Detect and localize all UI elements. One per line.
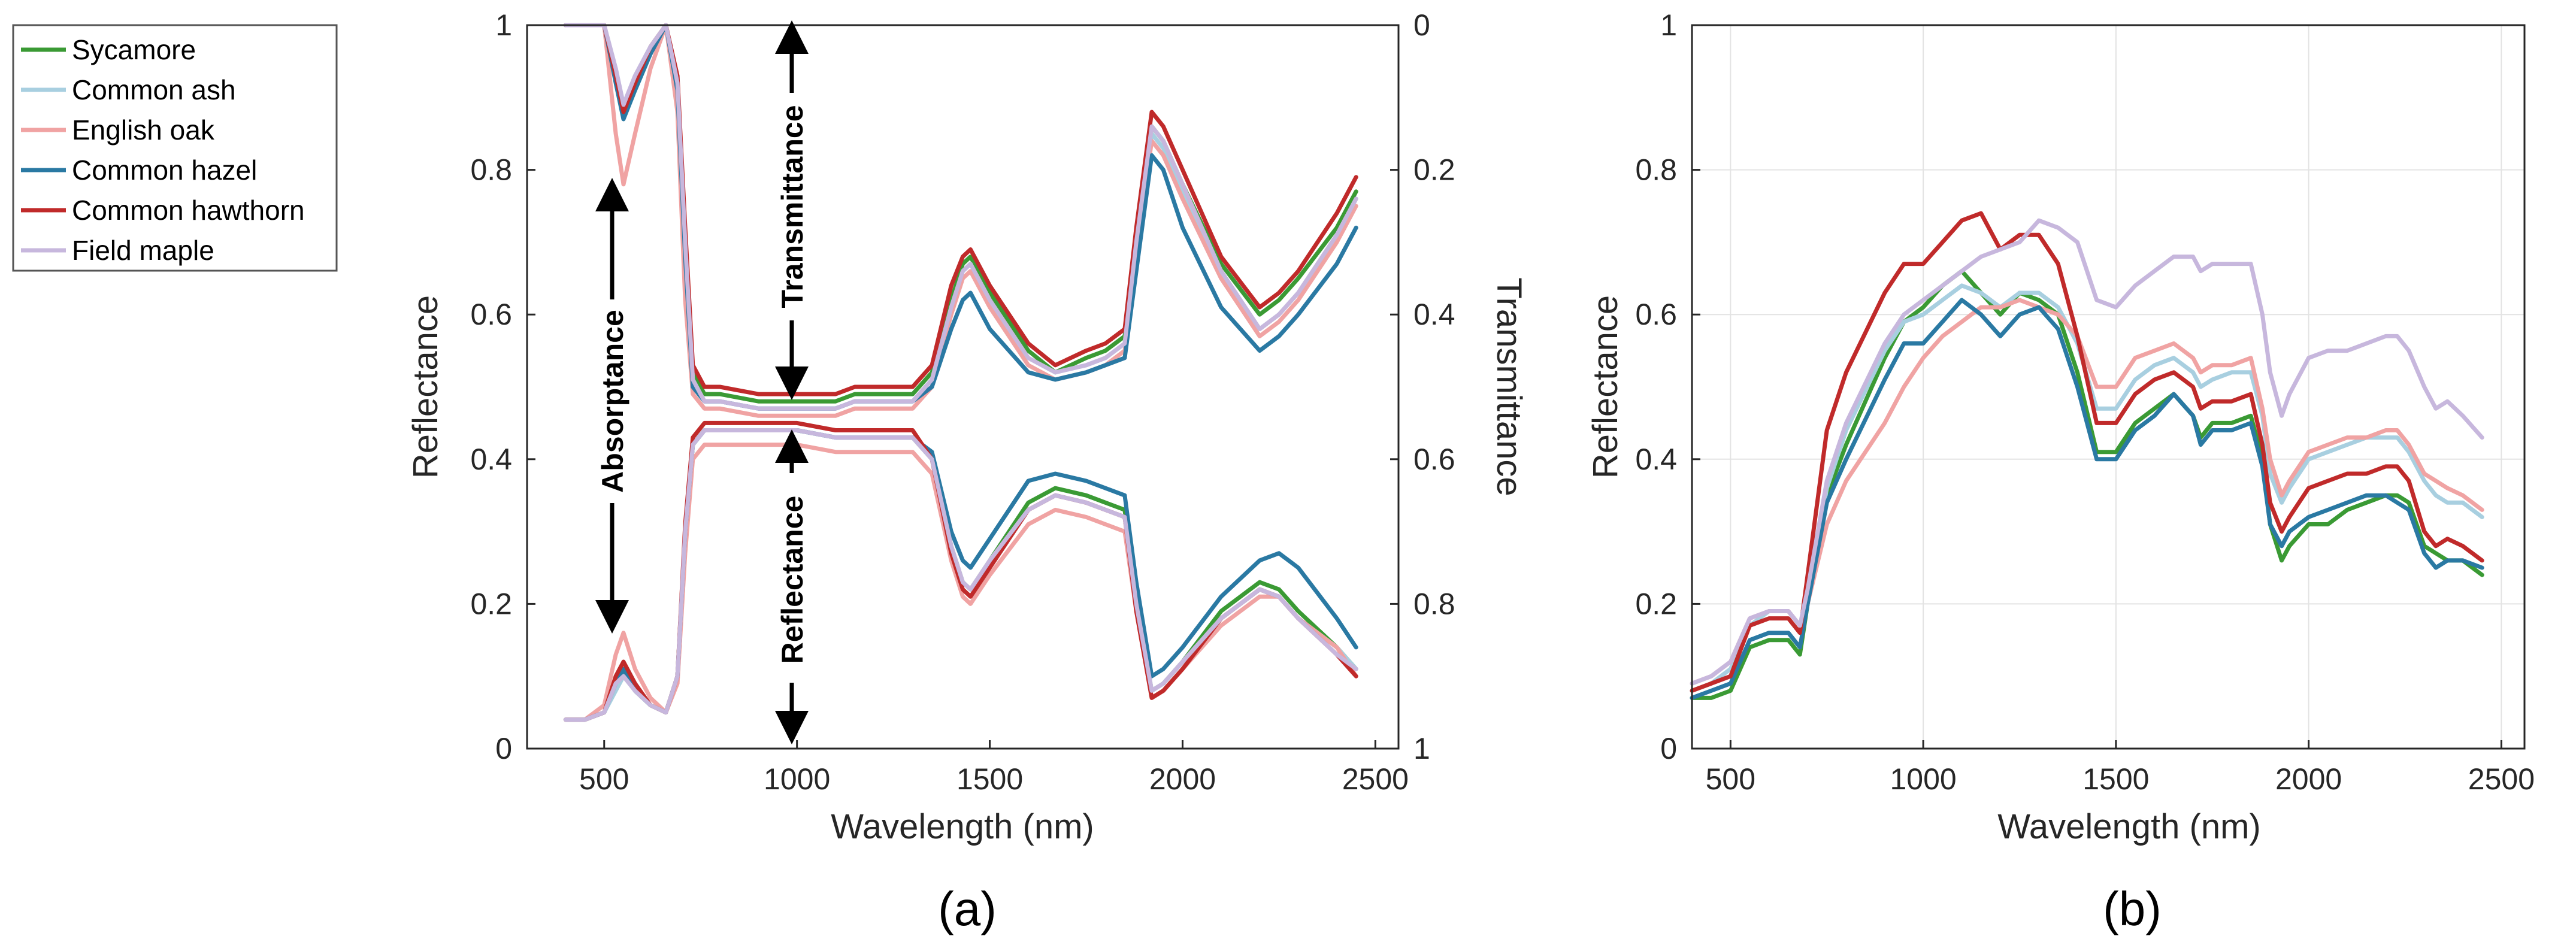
x-tick-label: 1000 [1890,762,1956,796]
y-tick-label: 1 [1660,8,1677,42]
y-right-tick-label: 0.6 [1413,443,1455,476]
chart-a-y-ticks-right: 1 0.8 0.6 0.4 0.2 0 [1390,8,1455,765]
absorptance-annotation: Absorptance [595,178,629,634]
legend-label: Common hazel [72,155,257,186]
chart-a-axes-box [526,24,1400,750]
chart-b-y-ticks: 0 0.2 0.4 0.6 0.8 1 [1635,8,1700,765]
legend-label: English oak [72,114,215,146]
y-tick-label: 0.2 [1635,587,1677,620]
y-right-tick-label: 1 [1413,732,1430,765]
chart-a-x-ticks: 500 1000 1500 2000 2500 [579,740,1409,796]
x-tick-label: 2500 [2468,762,2535,796]
y-right-tick-label: 0.4 [1413,298,1455,331]
x-tick-label: 1500 [2082,762,2149,796]
chart-a-x-axis-label: Wavelength (nm) [831,807,1094,846]
y-tick-label: 0.4 [1635,443,1677,476]
x-tick-label: 2000 [2275,762,2342,796]
x-tick-label: 2000 [1149,762,1216,796]
legend-entry: English oak [21,114,215,146]
y-right-tick-label: 0.8 [1413,587,1455,620]
legend-label: Common hawthorn [72,195,305,226]
legend-label: Sycamore [72,34,196,65]
reflectance-label: Reflectance [776,496,809,664]
y-tick-label: 0.8 [470,153,512,187]
y-tick-label: 0.6 [470,298,512,331]
series-line-field-maple-reflectance [563,428,1358,722]
x-tick-label: 500 [579,762,629,796]
y-tick-label: 0.4 [470,443,512,476]
reflectance-annotation: Reflectance [775,429,809,744]
chart-a-panel-label: (a) [938,882,997,935]
series-line-common-hawthorn [1690,211,2484,693]
chart-b-panel-label: (b) [2103,882,2162,935]
y-tick-label: 0.8 [1635,153,1677,187]
legend-label: Field maple [72,235,214,266]
y-tick-label: 1 [495,8,512,42]
x-tick-label: 1500 [956,762,1023,796]
legend-entry: Field maple [21,235,214,266]
x-tick-label: 1000 [764,762,830,796]
chart-b-axes-box [1691,24,2526,750]
chart-a-y-axis-label: Reflectance [406,295,445,478]
legend-entry: Sycamore [21,34,196,65]
y-tick-label: 0 [495,732,512,765]
series-line-common-hazel-transmittance [563,23,1358,411]
series-line-field-maple [1690,218,2484,686]
chart-b-x-ticks: 500 1000 1500 2000 2500 [1706,740,2535,796]
series-line-sycamore [1690,269,2484,700]
x-tick-label: 2500 [1342,762,1409,796]
y-tick-label: 0.6 [1635,298,1677,331]
chart-a-y-ticks: 0 0.2 0.4 0.6 0.8 1 [470,8,535,765]
legend-entry: Common hawthorn [21,195,305,226]
chart-a: 500 1000 1500 2000 2500 00.20.40.60.81 10.80… [406,8,1528,935]
chart-b-series [1690,211,2484,700]
legend-label: Common ash [72,74,236,105]
y-right-tick-label: 0.2 [1413,153,1455,187]
chart-b-y-axis-label: Reflectance [1586,295,1625,478]
y-tick-label: 0.2 [470,587,512,620]
legend-entry: Common hazel [21,155,257,186]
chart-a-series [563,23,1358,722]
transmittance-annotation: Transmittance [775,20,809,400]
series-line-field-maple-transmittance [563,23,1358,411]
legend-entry: Common ash [21,74,236,105]
series-line-common-hazel [1690,298,2484,700]
chart-b: 500 1000 1500 2000 2500 0 0.2 0.4 0.6 0.8 1 Wavel… [1586,8,2535,935]
legend: Sycamore Common ash English oak Common h… [12,24,338,272]
y-right-tick-label: 0 [1413,8,1430,42]
legend-box [12,24,338,272]
y-tick-label: 0 [1660,732,1677,765]
x-tick-label: 500 [1706,762,1755,796]
series-line-english-oak [1690,298,2484,686]
chart-b-x-axis-label: Wavelength (nm) [1997,807,2260,846]
absorptance-label: Absorptance [596,310,629,493]
transmittance-label: Transmittance [776,105,809,308]
chart-a-y-axis-label-right: Transmittance [1490,277,1528,496]
